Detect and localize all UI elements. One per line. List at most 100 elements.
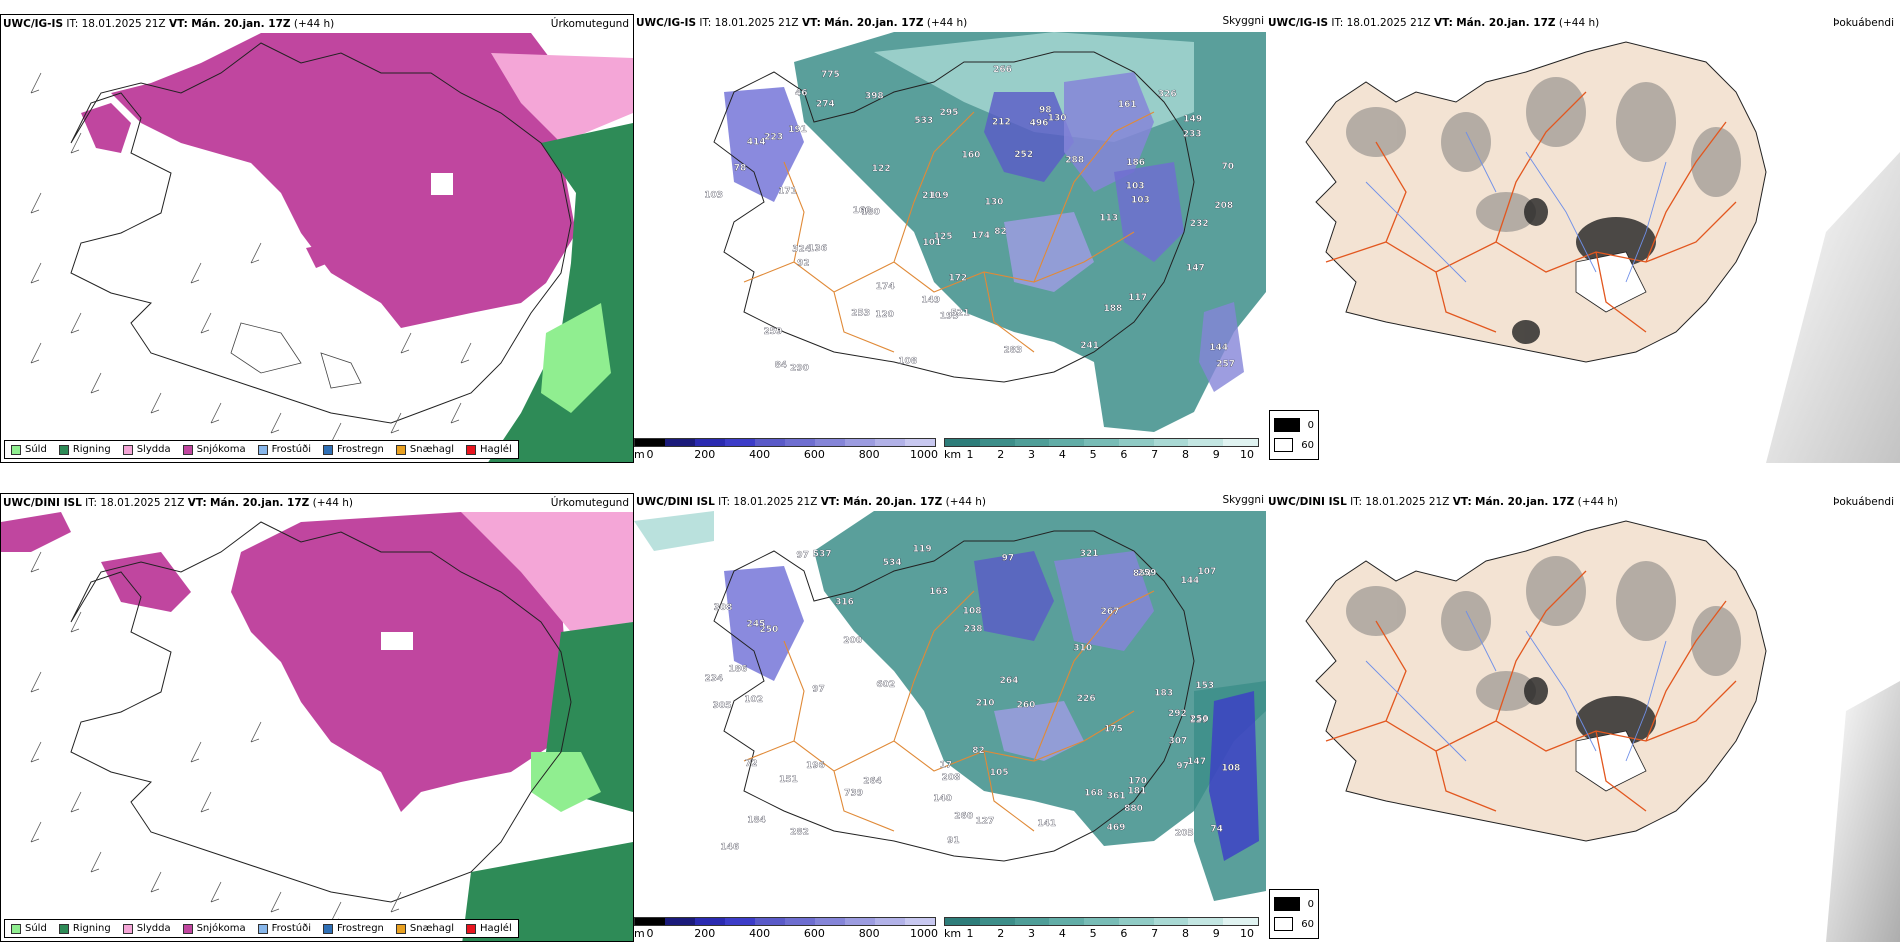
- coastline: [70, 42, 572, 424]
- cloudbase-patch: [1004, 212, 1094, 292]
- precip-panel-top: UWC/IG-IS IT: 18.01.2025 21Z VT: Mán. 20…: [0, 14, 634, 463]
- freezing-rain-swatch: [323, 444, 333, 455]
- visibility-label: 521: [951, 308, 970, 318]
- hail-swatch: [466, 923, 477, 934]
- lead-time: (+44 h): [312, 497, 353, 509]
- visibility-color-strip: [944, 917, 1259, 926]
- colorbar-segment: [945, 918, 980, 925]
- legend-label: Frostúði: [271, 923, 311, 934]
- vt-label: VT:: [1452, 496, 1472, 508]
- visibility-unit: km: [944, 927, 962, 940]
- colorbar-segment: [945, 439, 980, 446]
- cloudbase-unit: m: [634, 927, 645, 940]
- visibility-label: 195: [940, 311, 959, 321]
- legend-item-sleet: Slydda: [122, 923, 171, 934]
- colorbar-segment: [1188, 918, 1224, 925]
- visibility-label: 241: [1080, 341, 1099, 351]
- roads: [743, 111, 1155, 353]
- vt-value: Mán. 20.jan. 17Z: [824, 17, 924, 29]
- lead-time: (+44 h): [1558, 17, 1600, 29]
- visibility-label: 205: [1175, 829, 1194, 839]
- rivers: [1365, 131, 1667, 283]
- visibility-label: 250: [1190, 715, 1209, 725]
- visibility-label: 161: [1118, 100, 1137, 110]
- visibility-label: 212: [992, 118, 1011, 128]
- colorbar-tick-label: 3: [1028, 448, 1036, 461]
- legend-item-sleet: Slydda: [122, 444, 171, 455]
- colorbar-tick-label: 1000: [910, 927, 938, 940]
- vt-label: VT:: [168, 18, 188, 30]
- it-label: IT:: [85, 497, 98, 509]
- colorbar-tick-label: 4: [1058, 448, 1066, 461]
- colorbar-tick-label: 600: [803, 448, 825, 461]
- legend-label: Frostregn: [337, 444, 384, 455]
- cloudbase-patch: [724, 566, 804, 681]
- visibility-label: 321: [1080, 549, 1099, 559]
- visibility-label: 108: [898, 357, 917, 367]
- colorbar-segment: [755, 918, 785, 925]
- visibility-label: 174: [971, 231, 990, 241]
- visibility-label: 282: [790, 828, 809, 838]
- it-value: 18.01.2025 21Z: [1365, 496, 1450, 508]
- visibility-label: 245: [747, 620, 766, 630]
- legend-item-hail: Haglél: [466, 444, 512, 455]
- cloudbase-patch: [1209, 691, 1259, 861]
- rain-area-south: [462, 842, 633, 941]
- colorbar-segment: [979, 439, 1015, 446]
- cloud-map: 129 72 282 108 307 534 97 226 153 97 141 186 146 238 2…: [634, 511, 1266, 921]
- fog-swatch-light: [1274, 438, 1294, 452]
- panel-header: UWC/DINI ISL IT: 18.01.2025 21Z VT: Mán.…: [1, 494, 353, 512]
- visibility-label: 103: [1131, 195, 1150, 205]
- cloudbase-patch: [724, 87, 804, 202]
- colorbar-tick-label: 800: [858, 927, 880, 940]
- hail-swatch: [466, 444, 477, 455]
- panel-title: Úrkomutegund: [550, 18, 629, 30]
- visibility-label: 326: [1158, 90, 1177, 100]
- colorbar-segment: [635, 439, 665, 446]
- visibility-label: 70: [1222, 162, 1235, 172]
- visibility-ticks: 1 2 3 4 5 6 7 8 9 10: [944, 448, 1259, 462]
- it-label: IT:: [1350, 496, 1363, 508]
- fog-legend-label: 60: [1301, 439, 1314, 451]
- colorbar-tick-label: 9: [1212, 448, 1220, 461]
- visibility-label: 130: [985, 198, 1004, 208]
- legend-item-freezing-drizzle: Frostúði: [257, 923, 311, 934]
- model-name: UWC/IG-IS: [636, 17, 697, 29]
- vt-label: VT:: [801, 17, 821, 29]
- colorbar-tick-label: 6: [1120, 927, 1128, 940]
- cloudbase-unit: m: [634, 448, 645, 461]
- snow-area-nw: [1, 512, 71, 552]
- visibility-label: 17: [940, 761, 953, 771]
- snow-area: [231, 512, 566, 812]
- legend-item-drizzle: Súld: [11, 444, 47, 455]
- legend-label: Snæhagl: [409, 923, 455, 934]
- colorbar-segment: [905, 918, 935, 925]
- panel-title: Skyggni: [1222, 15, 1265, 27]
- colorbar-segment: [695, 439, 725, 446]
- fog-map: [1266, 511, 1900, 942]
- colorbar-segment: [755, 439, 785, 446]
- visibility-label: 186: [729, 665, 748, 675]
- visibility-label: 74: [1210, 824, 1223, 834]
- colorbar-tick-label: 9: [1212, 927, 1220, 940]
- panel-header: UWC/IG-IS IT: 18.01.2025 21Z VT: Mán. 20…: [1, 15, 334, 33]
- visibility-label: 113: [1099, 214, 1118, 224]
- legend-label: Súld: [25, 444, 47, 455]
- colorbar-tick-label: 7: [1151, 927, 1159, 940]
- model-name: UWC/DINI ISL: [636, 496, 715, 508]
- colorbar-tick-label: 400: [749, 448, 771, 461]
- it-value: 18.01.2025 21Z: [1346, 17, 1431, 29]
- colorbar-segment: [1049, 918, 1085, 925]
- visibility-label: 290: [790, 364, 809, 374]
- legend-item-rain: Rigning: [58, 923, 111, 934]
- lead-time: (+44 h): [293, 18, 335, 30]
- roads: [1325, 91, 1737, 333]
- legend-item-hail: Haglél: [466, 923, 512, 934]
- fog-legend-row: 60: [1274, 914, 1314, 934]
- visibility-label: 122: [872, 164, 891, 174]
- visibility-label: 184: [747, 816, 766, 826]
- visibility-label: 602: [876, 680, 895, 690]
- cloud-map: 149 78 82 108 195 496 290 120 130 144 103 92 70 117 12…: [634, 32, 1266, 442]
- visibility-label: 537: [813, 550, 832, 560]
- visibility-label: 295: [940, 108, 959, 118]
